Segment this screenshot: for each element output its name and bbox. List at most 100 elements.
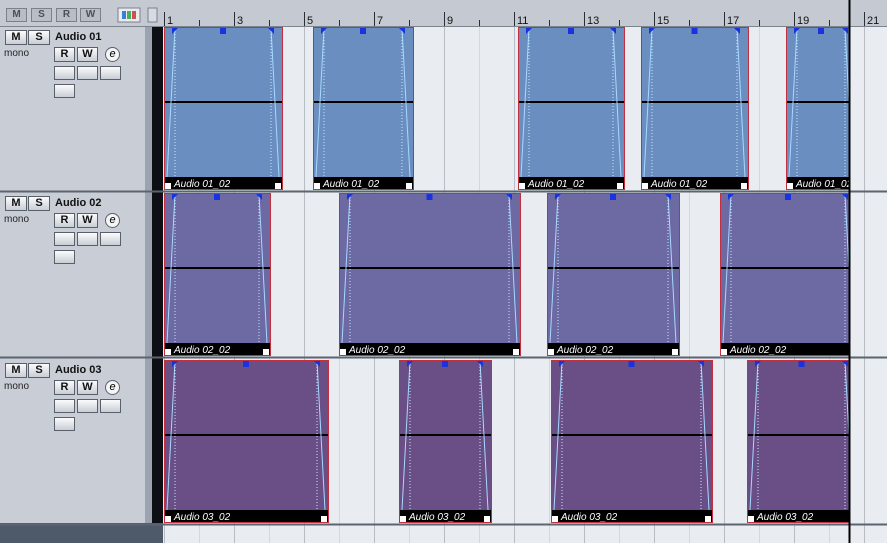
mute-button[interactable]: M [5, 196, 27, 211]
fade-out [844, 193, 849, 278]
volume-handle [785, 194, 791, 200]
clip-corner [165, 183, 171, 189]
clip-corner [721, 349, 727, 355]
clip-corner [642, 183, 648, 189]
lock-button[interactable] [54, 250, 75, 264]
clip-body [164, 193, 271, 356]
clip-label: Audio 03_02 [408, 512, 466, 523]
volume-handle [220, 28, 226, 34]
clip-label: Audio 01_02 [322, 179, 380, 190]
clip-label: Audio 03_02 [560, 512, 618, 523]
write-button[interactable]: W [77, 380, 98, 395]
fade-out [736, 27, 746, 178]
fade-handle [734, 28, 740, 34]
volume-handle [691, 28, 698, 34]
clip-body [551, 360, 713, 523]
write-button[interactable]: W [77, 213, 98, 228]
clip-corner [484, 516, 490, 522]
icon-button[interactable] [100, 66, 121, 80]
clip-label: Audio 01_02 [650, 179, 708, 190]
audio-clip[interactable]: Audio 03_02 [551, 360, 713, 524]
volume-handle [818, 28, 824, 34]
solo-button[interactable]: S [28, 363, 50, 378]
icon-button[interactable] [54, 399, 75, 413]
icon-button[interactable] [54, 232, 75, 246]
clip-label: Audio 02_02 [729, 345, 787, 356]
toolbar-button[interactable]: M [6, 8, 27, 22]
fade-handle [172, 194, 178, 200]
clip-label-bar [165, 343, 270, 355]
audio-clip[interactable]: Audio 02_02 [339, 193, 521, 357]
fade-in [166, 360, 176, 511]
icon-button[interactable] [54, 66, 75, 80]
fade-handle [555, 194, 561, 200]
clip-label-bar [519, 177, 624, 189]
clip-body [339, 193, 521, 356]
toolbar-button[interactable]: W [80, 8, 101, 22]
audio-clip[interactable]: Audio 01_02 [786, 27, 857, 191]
clip-body [399, 360, 492, 523]
divider-strip [152, 27, 163, 523]
volume-handle [568, 28, 574, 34]
ruler-label: 3 [237, 15, 243, 27]
fade-out [508, 193, 518, 344]
read-button[interactable]: R [54, 47, 75, 62]
track-color-strip [145, 27, 152, 523]
audio-clip[interactable]: Audio 01_02 [313, 27, 414, 191]
track-name: Audio 03 [55, 364, 102, 376]
track-list-bg [0, 27, 152, 523]
fade-in [401, 360, 411, 511]
icon-button[interactable] [77, 399, 98, 413]
lock-button[interactable] [54, 417, 75, 431]
clip-label-bar [400, 510, 491, 522]
read-button[interactable]: R [54, 380, 75, 395]
read-button[interactable]: R [54, 213, 75, 228]
audio-clip[interactable]: Audio 03_02 [164, 360, 329, 524]
color-swatch [122, 11, 126, 19]
ruler-label: 13 [587, 15, 599, 27]
edit-button[interactable]: e [105, 47, 120, 62]
fade-handle [842, 361, 848, 367]
icon-button[interactable] [100, 232, 121, 246]
toolbar-button[interactable]: R [56, 8, 77, 22]
toolbar-toggle[interactable] [147, 7, 158, 23]
volume-handle [360, 28, 366, 34]
audio-clip[interactable]: Audio 03_02 [399, 360, 492, 524]
solo-button[interactable]: S [28, 196, 50, 211]
audio-clip[interactable]: Audio 02_02 [164, 193, 271, 357]
audio-clip[interactable]: Audio 02_02 [547, 193, 680, 357]
fade-handle [755, 361, 761, 367]
clip-corner [617, 183, 623, 189]
audio-clip[interactable]: Audio 01_02 [164, 27, 283, 191]
clip-label: Audio 03_02 [173, 512, 231, 523]
fade-out [700, 360, 710, 511]
write-button[interactable]: W [77, 47, 98, 62]
fade-out [401, 27, 411, 178]
fade-handle [842, 194, 848, 200]
ruler-label: 1 [167, 15, 173, 27]
toolbar-button[interactable]: S [31, 8, 52, 22]
edit-button[interactable]: e [105, 380, 120, 395]
audio-clip[interactable]: Audio 02_02 [720, 193, 857, 357]
mute-button[interactable]: M [5, 30, 27, 45]
fade-handle [559, 361, 565, 367]
icon-button[interactable] [77, 66, 98, 80]
fade-in [788, 27, 798, 178]
fade-in [315, 27, 325, 178]
ruler-label: 5 [307, 15, 313, 27]
mute-button[interactable]: M [5, 363, 27, 378]
audio-clip[interactable]: Audio 03_02 [747, 360, 857, 524]
edit-button[interactable]: e [105, 213, 120, 228]
volume-handle [628, 361, 635, 367]
icon-button[interactable] [77, 232, 98, 246]
lock-button[interactable] [54, 84, 75, 98]
clip-corner [548, 349, 554, 355]
audio-clip[interactable]: Audio 01_02 [641, 27, 749, 191]
audio-clip[interactable]: Audio 01_02 [518, 27, 625, 191]
solo-button[interactable]: S [28, 30, 50, 45]
clip-corner [314, 183, 320, 189]
icon-button[interactable] [100, 399, 121, 413]
fade-in [166, 27, 176, 178]
clip-corner [321, 516, 327, 522]
